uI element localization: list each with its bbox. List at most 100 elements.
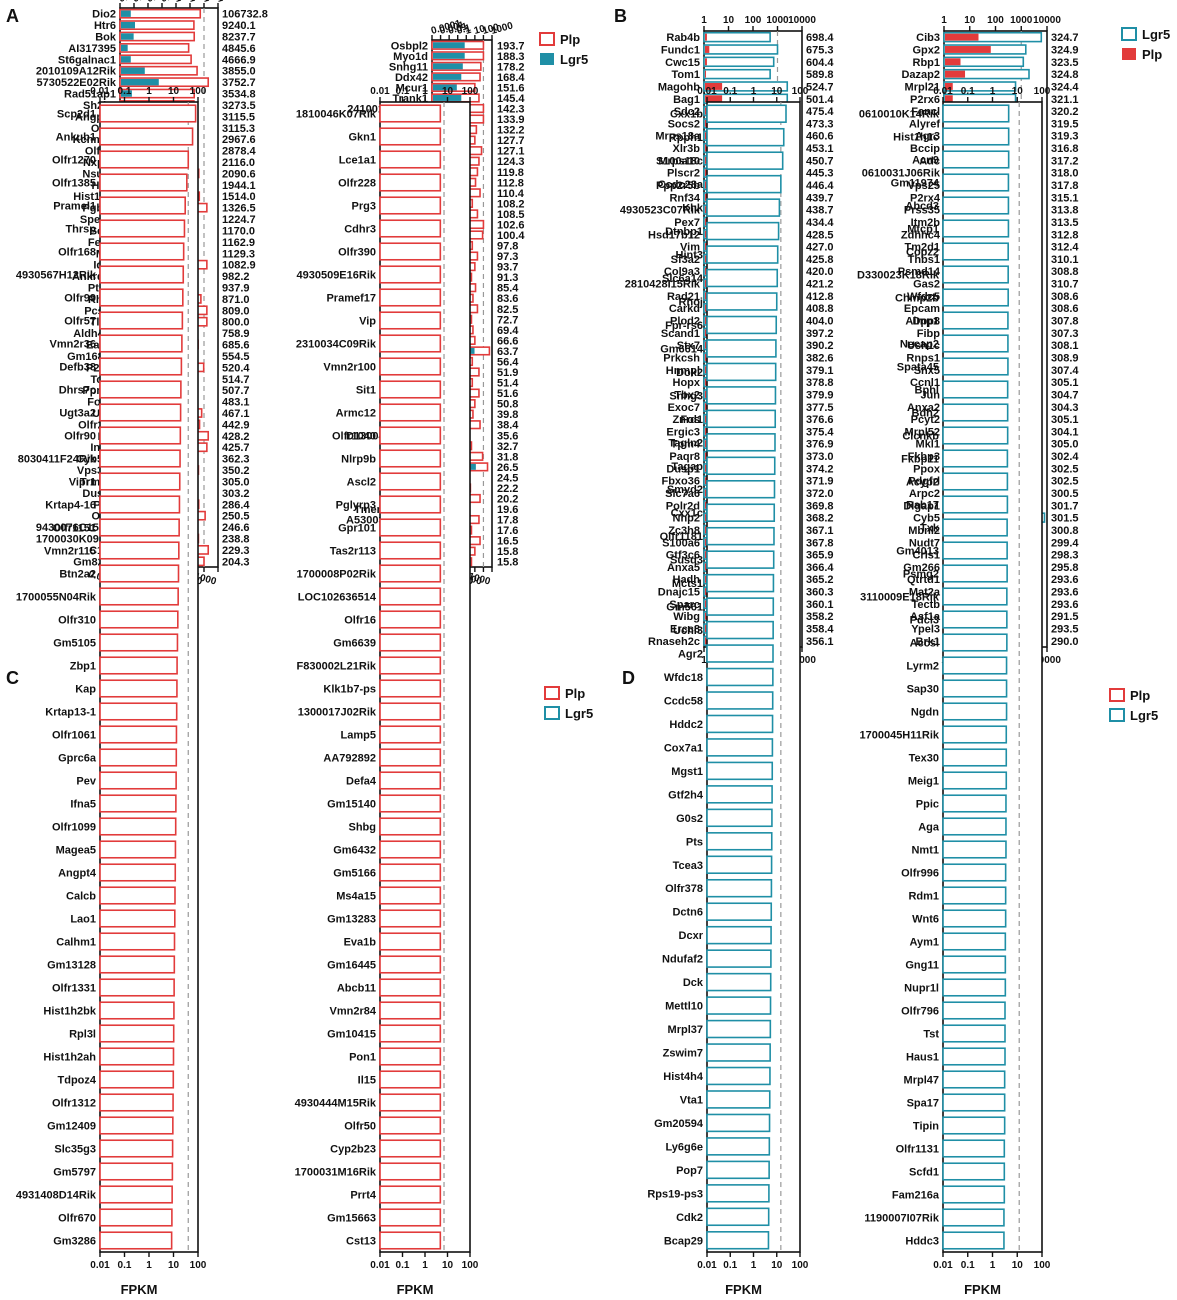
fold-change-value: 108.2	[497, 198, 525, 210]
bar-lgr5	[942, 1116, 1006, 1135]
fold-change-value: 310.7	[1051, 279, 1079, 291]
bar-lgr5	[706, 339, 777, 358]
fold-change-value: 324.4	[1051, 81, 1079, 93]
bar-lgr5	[433, 73, 462, 80]
bar-lgr5	[942, 173, 1010, 192]
legend-panel-c: Plp Lgr5	[544, 686, 593, 721]
fold-change-value: 439.7	[806, 192, 834, 204]
gene-label: Nhp2	[673, 513, 701, 525]
bar-lgr5	[706, 761, 774, 781]
legend-panel-a: Plp Lgr5	[539, 32, 588, 67]
gene-label: Qtrtd1	[907, 574, 940, 586]
bar-lgr5	[942, 863, 1007, 882]
fold-change-value: 382.6	[806, 352, 834, 364]
gene-label: Tas2r113	[330, 546, 376, 558]
bar-plp	[99, 886, 176, 905]
legend-label: Lgr5	[1142, 27, 1170, 42]
fold-change-value: 589.8	[806, 69, 834, 81]
bar-lgr5	[706, 292, 778, 311]
bar-plp	[99, 564, 180, 583]
gene-label: Gtf2h4	[668, 789, 704, 801]
fold-change-value: 366.4	[806, 562, 834, 574]
axis-tick-label-bottom: 100	[792, 1260, 809, 1271]
gene-label: Tipin	[913, 1121, 939, 1133]
gene-label: Fundc1	[661, 44, 700, 56]
fold-change-value: 188.3	[497, 51, 525, 63]
legend-label: Lgr5	[1130, 708, 1158, 723]
gene-label: S100a10	[656, 155, 700, 167]
fold-change-value: 93.7	[497, 262, 518, 274]
fold-change-value: 97.3	[497, 251, 518, 263]
legend-swatch-outline	[544, 686, 560, 700]
legend-panel-d: Plp Lgr5	[1109, 688, 1158, 723]
x-axis-title: FPKM	[397, 1282, 434, 1297]
gene-label: Zc3h8	[668, 525, 700, 537]
bar-plp	[379, 127, 442, 146]
gene-label: Gm15140	[327, 799, 376, 811]
gene-label: Slc7a6	[665, 488, 700, 500]
gene-label: Arpc2	[909, 488, 940, 500]
fold-change-value: 24.5	[497, 472, 518, 484]
bar-plp	[99, 127, 194, 146]
bar-lgr5	[942, 426, 1009, 445]
gene-label: Vps25	[908, 180, 940, 192]
axis-tick-label-top: 0.01	[447, 21, 469, 37]
bar-lgr5	[706, 526, 775, 546]
gene-label: Paqr8	[669, 451, 700, 463]
fold-change-value: 404.0	[806, 316, 834, 328]
fold-change-value: 1514.0	[222, 191, 256, 203]
gene-label: Ankub1	[56, 132, 96, 144]
bar-lgr5	[942, 127, 1010, 146]
gene-label: Rps19-ps3	[647, 1188, 703, 1200]
gene-label: Cox7a1	[664, 742, 703, 754]
fold-change-value: 501.4	[806, 94, 834, 106]
gene-label: Slc6a14	[662, 273, 704, 285]
bar-plp	[379, 1231, 442, 1250]
bar-lgr5	[121, 90, 132, 97]
fold-change-value: 324.9	[1051, 44, 1079, 56]
bar-lgr5	[706, 878, 773, 898]
bar-plp	[99, 449, 181, 468]
axis-tick-label-bottom: 100	[190, 1260, 207, 1271]
gene-label: Psmg2	[903, 569, 939, 581]
gene-label: 1700045H11Rik	[859, 730, 939, 742]
gene-label: Ccdc28a	[658, 179, 704, 191]
fold-change-value: 377.5	[806, 402, 834, 414]
gene-label: Cdk2	[676, 1212, 703, 1224]
chart-panel-d-1: Cxx1b Rpph1 Mrps18c Ccdc28a Khk Dtnbp1 Hint3 Sl…	[647, 86, 808, 1297]
gene-label: AI317395	[68, 43, 116, 55]
gene-label: Calhm1	[56, 937, 96, 949]
bar-plp	[379, 518, 442, 537]
bar-plp	[379, 817, 442, 836]
gene-label: Gm15663	[327, 1213, 376, 1225]
bar-plp	[99, 1162, 174, 1181]
gene-label: Ypel3	[911, 624, 940, 636]
axis-tick-label-top: 1000	[766, 15, 789, 26]
bar-lgr5	[706, 1207, 770, 1227]
axis-tick-label-bottom: 0.01	[370, 1260, 390, 1271]
bar-plp	[379, 909, 442, 928]
gene-label: Pcyt2	[911, 414, 940, 426]
bar-plp	[99, 311, 184, 330]
gene-label: Sdc2	[674, 106, 700, 118]
gene-label: Rab4b	[666, 32, 700, 44]
bar-lgr5	[942, 449, 1009, 468]
bar-plp	[379, 265, 442, 284]
gene-label: Olfr16	[344, 615, 376, 627]
fold-change-value: 379.9	[806, 389, 834, 401]
bar-plp	[99, 219, 186, 238]
gene-label: Mat2a	[909, 587, 941, 599]
bar-plp	[99, 955, 176, 974]
fold-change-value: 3115.3	[222, 123, 255, 135]
axis-tick-label-top: 100	[190, 86, 207, 97]
gene-label: Abcd3	[905, 201, 939, 213]
gene-label: 5730522E02Rik	[36, 77, 116, 89]
gene-label: Olfr57	[64, 316, 96, 328]
gene-label: Prss35	[904, 205, 940, 217]
gene-label: 4930509E16Rik	[296, 270, 376, 282]
gene-label: Slc35g3	[54, 1144, 96, 1156]
chart-panel-d-2: 0610010K14Rik Hist1h1c Acn9 Gm11974 Abcd3 Mtc…	[857, 86, 1051, 1297]
bar-lgr5	[942, 794, 1007, 813]
gene-label: Epcam	[904, 303, 940, 315]
gene-label: Prrt4	[350, 1190, 377, 1202]
